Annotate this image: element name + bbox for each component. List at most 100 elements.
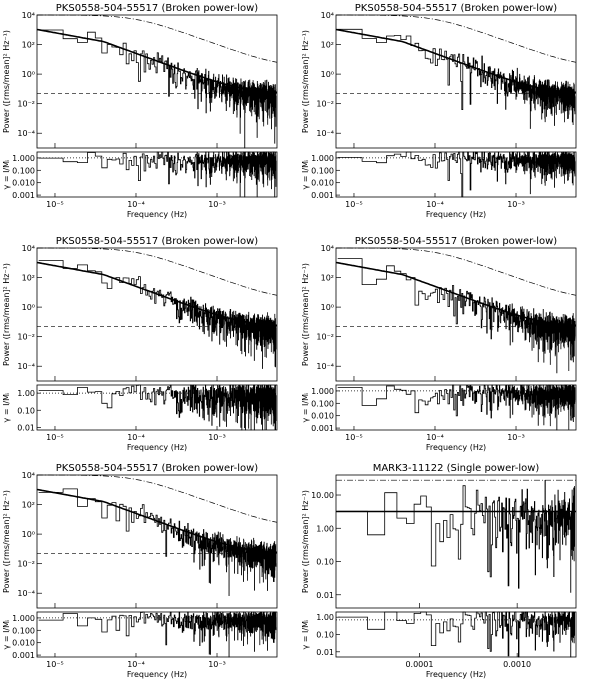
y-tick-label: 10⁴ [22, 471, 35, 480]
x-axis-label: Frequency (Hz) [426, 210, 486, 219]
y-tick-label: 10⁻⁴ [17, 129, 35, 138]
ratio-line [38, 611, 277, 658]
y-axis-label: Power ([rms/mean]² Hz⁻¹) [2, 263, 11, 366]
x-axis-label: Frequency (Hz) [426, 670, 486, 679]
y-tick-label: 10⁴ [321, 244, 334, 253]
ratio-plot-frame [335, 151, 577, 198]
x-tick-label: 10⁻⁴ [127, 200, 145, 209]
ratio-tick-label: 0.01 [17, 423, 35, 432]
power-plot-frame [36, 247, 278, 382]
y-tick-label: 10⁻⁴ [17, 589, 35, 598]
periodogram-line [38, 488, 277, 596]
ratio-tick-label: 0.001 [12, 651, 35, 660]
y-axis-label: Power ([rms/mean]² Hz⁻¹) [2, 490, 11, 593]
ratio-tick-label: 0.10 [316, 631, 334, 640]
panel-title: PKS0558-504-55517 (Broken power-low) [56, 3, 259, 14]
y-tick-label: 10⁻² [316, 333, 334, 342]
ratio-tick-label: 0.10 [17, 406, 35, 415]
periodogram-line [338, 480, 575, 593]
y-axis-label: Power ([rms/mean]² Hz⁻¹) [2, 30, 11, 133]
ratio-plot-frame [335, 384, 577, 431]
chart-panel-1: PKS0558-504-55517 (Broken power-low) 10⁻⁵… [2, 3, 278, 219]
power-plot-frame [335, 247, 577, 382]
panel-title: PKS0558-504-55517 (Broken power-low) [355, 236, 558, 247]
panel-title: PKS0558-504-55517 (Broken power-low) [56, 236, 259, 247]
upper-limit-curve [37, 247, 278, 296]
y-tick-label: 10⁻⁴ [316, 362, 334, 371]
ratio-tick-label: 1.00 [316, 613, 334, 622]
model-line [335, 261, 577, 327]
y-axis-label: Power ([rms/mean]² Hz⁻¹) [301, 490, 310, 593]
x-tick-label: 10⁻⁴ [426, 200, 444, 209]
ratio-tick-label: 1.000 [12, 614, 35, 623]
y-tick-label: 10⁻² [316, 100, 334, 109]
x-tick-label: 10⁻³ [507, 433, 525, 442]
y-tick-label: 10⁻⁴ [17, 362, 35, 371]
ratio-line [38, 384, 277, 431]
model-line [335, 28, 577, 94]
y-tick-label: 10² [22, 274, 35, 283]
x-axis-label: Frequency (Hz) [426, 443, 486, 452]
y-tick-label: 10⁻² [17, 333, 35, 342]
ratio-axis-label: γ = I/Mᵢ [2, 160, 11, 190]
y-tick-label: 10⁻² [17, 560, 35, 569]
y-tick-label: 10⁴ [321, 11, 334, 20]
ratio-line [38, 151, 277, 198]
panel-title: PKS0558-504-55517 (Broken power-low) [355, 3, 558, 14]
ratio-tick-label: 0.100 [311, 166, 334, 175]
y-tick-label: 0.01 [316, 591, 334, 600]
chart-panel-2: PKS0558-504-55517 (Broken power-low) 10⁻⁵… [301, 3, 577, 219]
ratio-plot-frame [335, 611, 577, 658]
y-axis-label: Power ([rms/mean]² Hz⁻¹) [301, 263, 310, 366]
y-tick-label: 10⁻⁴ [316, 129, 334, 138]
x-tick-label: 10⁻³ [208, 433, 226, 442]
y-tick-label: 10⁰ [22, 303, 35, 312]
y-tick-label: 1.00 [316, 524, 334, 533]
y-axis-label: Power ([rms/mean]² Hz⁻¹) [301, 30, 310, 133]
ratio-axis-label: γ = I/Mᵢ [301, 393, 310, 423]
ratio-plot-frame [36, 384, 278, 431]
periodogram-line [38, 260, 277, 369]
x-tick-label: 10⁻³ [208, 200, 226, 209]
y-tick-label: 10² [22, 41, 35, 50]
x-tick-label: 10⁻⁵ [345, 433, 363, 442]
ratio-tick-label: 0.010 [12, 179, 35, 188]
chart-panel-4: PKS0558-504-55517 (Broken power-low) 10⁻⁵… [301, 236, 577, 452]
model-line [36, 28, 278, 94]
ratio-tick-label: 0.001 [311, 424, 334, 433]
x-axis-label: Frequency (Hz) [127, 670, 187, 679]
ratio-tick-label: 0.01 [316, 648, 334, 657]
ratio-tick-label: 0.100 [12, 626, 35, 635]
upper-limit-curve [336, 247, 577, 296]
x-axis-label: Frequency (Hz) [127, 210, 187, 219]
x-tick-label: 10⁻⁵ [46, 433, 64, 442]
power-plot-frame [335, 474, 577, 609]
ratio-tick-label: 0.100 [12, 166, 35, 175]
x-tick-label: 10⁻⁴ [127, 660, 145, 669]
y-tick-label: 0.10 [316, 558, 334, 567]
y-tick-label: 10⁴ [22, 11, 35, 20]
x-tick-label: 10⁻⁵ [46, 660, 64, 669]
y-tick-label: 10⁴ [22, 244, 35, 253]
ratio-tick-label: 0.010 [311, 412, 334, 421]
ratio-tick-label: 1.000 [311, 154, 334, 163]
y-tick-label: 10⁰ [321, 303, 334, 312]
ratio-tick-label: 1.00 [17, 389, 35, 398]
ratio-tick-label: 0.010 [311, 179, 334, 188]
power-plot-frame [36, 14, 278, 149]
power-plot-frame [36, 474, 278, 609]
chart-panel-5: PKS0558-504-55517 (Broken power-low) 10⁻⁵… [2, 463, 278, 679]
chart-panel-6: MARK3-11122 (Single power-low) 0.0001 0.00… [301, 463, 577, 679]
y-tick-label: 10.00 [311, 491, 334, 500]
ratio-plot-frame [36, 611, 278, 658]
y-tick-label: 10² [22, 501, 35, 510]
panel-title: PKS0558-504-55517 (Broken power-low) [56, 463, 259, 474]
model-line [36, 261, 278, 327]
model-line [36, 488, 278, 554]
ratio-tick-label: 0.100 [311, 399, 334, 408]
x-axis-label: Frequency (Hz) [127, 443, 187, 452]
panel-title: MARK3-11122 (Single power-low) [373, 463, 540, 474]
y-tick-label: 10⁻² [17, 100, 35, 109]
ratio-line [338, 611, 575, 658]
ratio-line [337, 151, 576, 198]
